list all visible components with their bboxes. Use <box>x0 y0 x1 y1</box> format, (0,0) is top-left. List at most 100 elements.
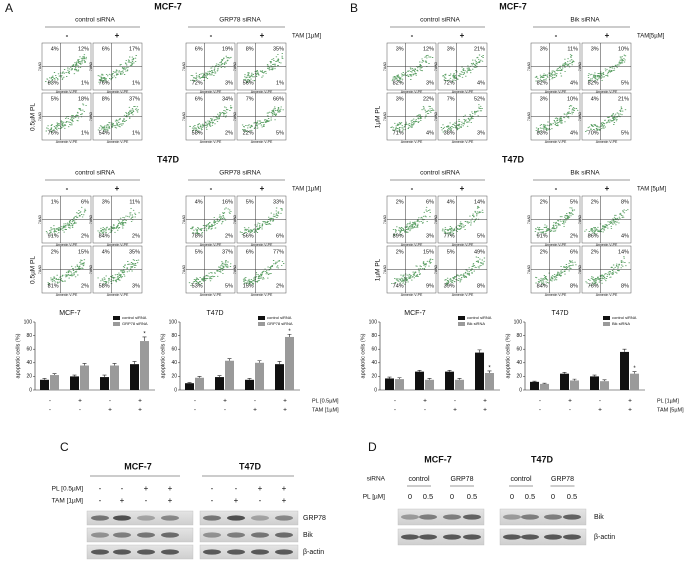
condition-sign: - <box>109 398 111 405</box>
y-tick-label: 60 <box>516 347 522 353</box>
y-tick-label: 20 <box>371 374 377 380</box>
quadrant-ur: 10% <box>567 96 578 102</box>
band-label: β-actin <box>303 549 324 556</box>
quadrant-ll: 56% <box>243 80 254 86</box>
condition-label: PL [1µM] <box>657 398 679 404</box>
quadrant-ul: 7% <box>246 96 254 102</box>
bar <box>485 373 494 390</box>
axis-label-y: 7AAD <box>383 264 387 274</box>
event-dots <box>442 54 484 82</box>
axis-label-x: Annexin V-PE <box>200 243 222 247</box>
blot-band <box>544 534 562 540</box>
quadrant-lr: 6% <box>276 233 284 239</box>
blot-band <box>203 515 221 521</box>
dose-label: 0.5 <box>525 492 535 501</box>
error-bar <box>477 349 482 353</box>
event-dots <box>45 206 87 237</box>
quadrant-ul: 3% <box>396 96 404 102</box>
quadrant-ul: 2% <box>540 199 548 205</box>
quadrant-ul: 2% <box>396 249 404 255</box>
bar <box>100 377 109 390</box>
blot-cell-line: MCF-7 <box>124 461 152 471</box>
error-bar <box>457 378 462 380</box>
axis-label-y: 7AAD <box>38 61 42 71</box>
significance-mark: * <box>288 329 291 335</box>
condition-label: TAM [1µM] <box>312 407 339 413</box>
quadrant-lr: 5% <box>276 130 284 136</box>
quadrant-lr: 2% <box>225 233 233 239</box>
bar <box>630 373 639 390</box>
event-dots <box>534 260 577 286</box>
flow-plot <box>581 92 632 141</box>
quadrant-ll: 22% <box>243 130 254 136</box>
quadrant-ll: 82% <box>588 80 599 86</box>
blot-sign: - <box>211 484 214 493</box>
axis-label-y: 7AAD <box>182 214 186 224</box>
error-bar <box>42 378 47 380</box>
axis-label-x: Annexin V-PE <box>56 293 78 297</box>
quadrant-ul: 3% <box>447 46 455 52</box>
axis-label-x: Annexin V-PE <box>251 243 273 247</box>
y-tick-label: 20 <box>26 374 32 380</box>
event-dots <box>440 104 483 133</box>
sirna-header: control siRNA <box>420 17 460 24</box>
error-bar <box>102 374 107 378</box>
blot-sign: + <box>144 484 149 493</box>
quadrant-ul: 6% <box>246 249 254 255</box>
quadrant-lr: 4% <box>477 80 485 86</box>
quadrant-lr: 3% <box>225 80 233 86</box>
blot-strip <box>86 510 194 526</box>
error-bar <box>542 382 547 384</box>
legend-swatch <box>113 316 120 320</box>
y-tick-label: 100 <box>169 319 178 325</box>
blot-cell-line: MCF-7 <box>424 454 452 464</box>
event-dots <box>190 207 232 235</box>
axis-label-x: Annexin V-PE <box>251 140 273 144</box>
sign: - <box>411 184 414 193</box>
condition-sign: - <box>194 398 196 405</box>
event-dots <box>441 205 484 236</box>
bar <box>445 371 454 390</box>
flow-plot <box>185 245 236 294</box>
sirna-header: control siRNA <box>75 170 115 177</box>
axis-label-y: 7AAD <box>89 61 93 71</box>
axis-label-x: Annexin V-PE <box>452 90 474 94</box>
axis-label-y: 7AAD <box>578 111 582 121</box>
axis-label-x: Annexin V-PE <box>251 90 273 94</box>
quadrant-lr: 2% <box>276 283 284 289</box>
blot-band <box>161 515 179 521</box>
quadrant-lr: 4% <box>570 130 578 136</box>
quadrant-ur: 34% <box>222 96 233 102</box>
sign: + <box>115 31 120 40</box>
bar <box>80 365 89 390</box>
flow-plot <box>530 92 581 141</box>
blot-band <box>227 549 245 555</box>
axis-label-y: 7AAD <box>38 264 42 274</box>
quadrant-ul: 2% <box>540 249 548 255</box>
quadrant-ul: 2% <box>591 199 599 205</box>
sirna-header: Bik siRNA <box>570 17 600 24</box>
event-dots <box>587 54 627 82</box>
quadrant-ul: 8% <box>102 96 110 102</box>
error-bar <box>602 379 607 382</box>
error-bar <box>52 373 57 376</box>
blot-strip <box>499 528 587 546</box>
axis-label-y: 7AAD <box>383 111 387 121</box>
chart-title: T47D <box>551 310 568 317</box>
y-tick-label: 0 <box>374 387 377 393</box>
blot-strip <box>199 527 299 543</box>
blot-band <box>544 514 562 520</box>
significance-mark: * <box>143 332 146 338</box>
quadrant-ll: 76% <box>588 283 599 289</box>
blot-cell-line: T47D <box>239 461 262 471</box>
bar <box>425 379 434 390</box>
error-bar <box>572 378 577 381</box>
legend-label: control siRNA <box>122 315 147 320</box>
error-bar <box>257 360 262 363</box>
quadrant-ul: 8% <box>246 46 254 52</box>
blot-band <box>401 514 419 520</box>
blot-band <box>463 534 481 540</box>
quadrant-ur: 66% <box>273 96 284 102</box>
quadrant-ul: 6% <box>195 96 203 102</box>
quadrant-ul: 3% <box>540 96 548 102</box>
